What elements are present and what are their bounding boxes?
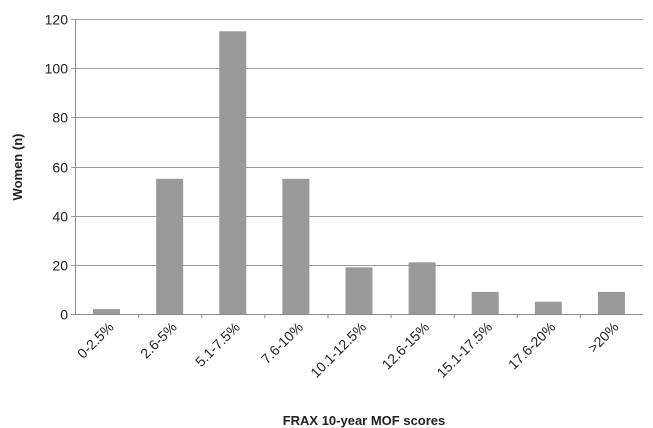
axes [71, 19, 643, 318]
y-axis-title: Women (n) [10, 134, 25, 201]
bars [93, 31, 625, 315]
x-tick-label: 5.1-7.5% [192, 319, 243, 370]
x-tick-label: >20% [585, 319, 622, 356]
x-tick-label: 17.6-20% [505, 319, 559, 373]
y-tick-label: 20 [52, 258, 68, 274]
x-tick-label: 10.1-12.5% [307, 319, 369, 381]
bar [93, 309, 121, 314]
bar [282, 178, 310, 314]
bar [597, 291, 625, 314]
y-tick-label: 40 [52, 209, 68, 225]
bar [219, 31, 247, 315]
x-tick-labels: 0-2.5% 2.6-5% 5.1-7.5% 7.6-10% 10.1-12.5% 12.… [74, 319, 622, 381]
y-tick-labels: 0 20 40 60 80 100 120 [45, 12, 69, 323]
bar [156, 178, 184, 314]
y-tick-label: 120 [45, 12, 69, 28]
y-tick-label: 100 [45, 61, 69, 77]
x-tick-label: 2.6-5% [137, 319, 180, 362]
y-tick-label: 60 [52, 160, 68, 176]
bar [471, 291, 499, 314]
y-tick-label: 0 [60, 307, 68, 323]
bar [345, 267, 373, 314]
x-tick-label: 12.6-15% [379, 319, 433, 373]
x-axis-title: FRAX 10-year MOF scores [283, 413, 446, 428]
bar [534, 301, 562, 314]
x-tick-label: 15.1-17.5% [433, 319, 495, 381]
y-tick-label: 80 [52, 110, 68, 126]
x-tick-label: 0-2.5% [74, 319, 117, 362]
x-tick-label: 7.6-10% [258, 319, 306, 367]
bar [408, 262, 436, 314]
